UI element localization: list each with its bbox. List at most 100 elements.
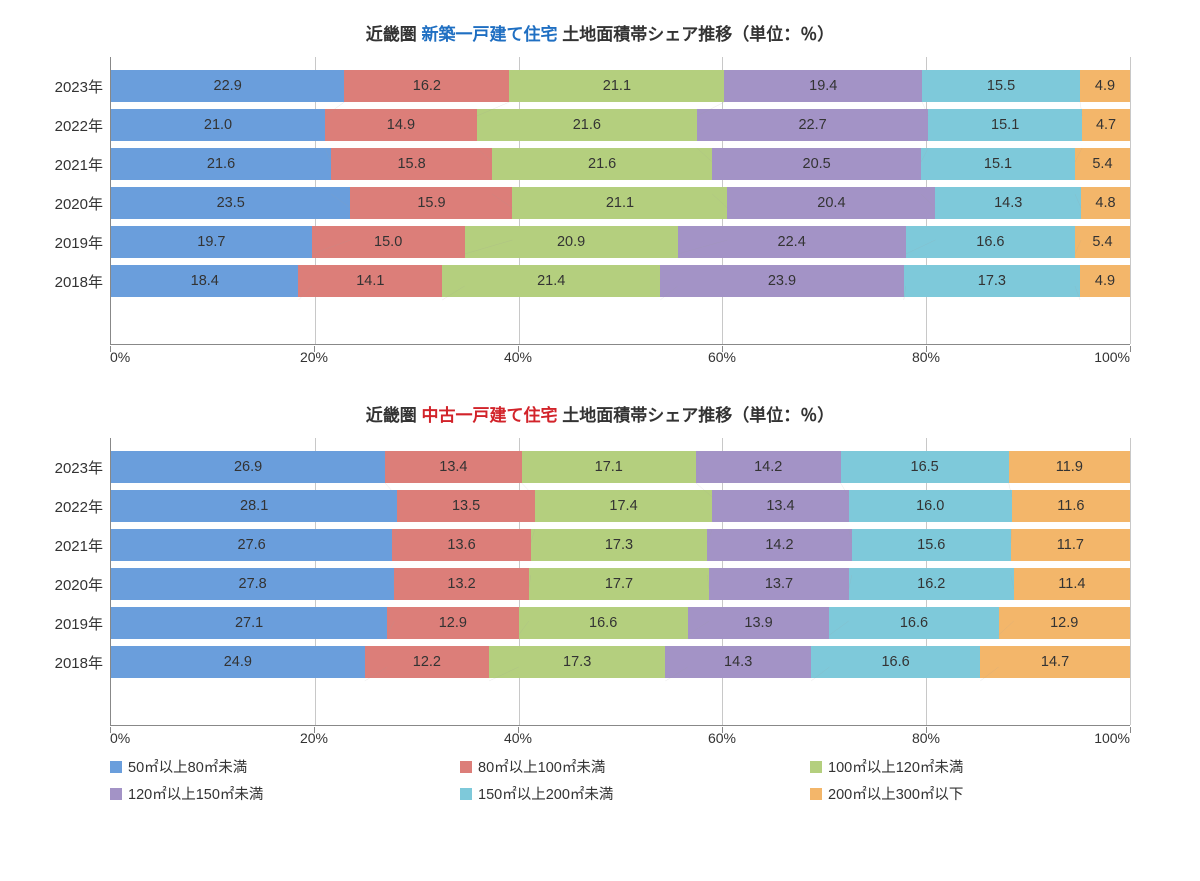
segment-value: 20.9 bbox=[557, 234, 585, 250]
bar-segment: 22.9 bbox=[111, 70, 344, 102]
bar-segment: 15.0 bbox=[312, 226, 465, 258]
bar-segment: 13.4 bbox=[385, 451, 522, 483]
bar-segment: 21.0 bbox=[111, 109, 325, 141]
bar-segment: 14.2 bbox=[707, 529, 852, 561]
segment-value: 11.9 bbox=[1056, 459, 1083, 475]
chart-new: 近畿圏 新築一戸建て住宅 土地面積帯シェア推移（単位：％） 2023年 22.9 16… bbox=[30, 20, 1170, 371]
segment-value: 16.2 bbox=[917, 576, 945, 592]
segment-value: 4.9 bbox=[1095, 273, 1115, 289]
bar-segment: 16.0 bbox=[849, 490, 1012, 522]
bar-segment: 17.3 bbox=[531, 529, 707, 561]
bar-segment: 5.4 bbox=[1075, 226, 1130, 258]
segment-value: 17.3 bbox=[563, 654, 591, 670]
segment-value: 15.8 bbox=[397, 156, 425, 172]
segment-value: 15.6 bbox=[917, 537, 945, 553]
bar-segment: 14.7 bbox=[980, 646, 1130, 678]
segment-value: 20.5 bbox=[803, 156, 831, 172]
bar-wrap: 23.515.921.120.414.34.8 bbox=[111, 187, 1130, 219]
y-axis-label: 2018年 bbox=[31, 271, 103, 292]
x-axis: 0%20%40%60%80%100% bbox=[110, 728, 1130, 752]
x-axis-tick: 100% bbox=[1094, 349, 1130, 365]
bar-segment: 19.4 bbox=[724, 70, 922, 102]
segment-value: 12.9 bbox=[439, 615, 467, 631]
x-axis-tick: 0% bbox=[110, 730, 130, 746]
bar-segment: 15.1 bbox=[928, 109, 1082, 141]
bar-segment: 11.7 bbox=[1011, 529, 1130, 561]
bar-wrap: 18.414.121.423.917.34.9 bbox=[111, 265, 1130, 297]
segment-value: 18.4 bbox=[191, 273, 219, 289]
bar-wrap: 22.9 16.2 21.1 19.4 15.5 4.9 bbox=[111, 70, 1130, 102]
x-axis-tick: 20% bbox=[300, 730, 328, 746]
segment-value: 17.4 bbox=[609, 498, 637, 514]
bar-segment: 11.9 bbox=[1009, 451, 1130, 483]
plot-area: 2023年22.916.221.119.415.54.92022年21.014.… bbox=[110, 57, 1130, 345]
segment-value: 27.6 bbox=[238, 537, 266, 553]
segment-value: 17.3 bbox=[978, 273, 1006, 289]
bar-row: 2023年22.916.221.119.415.54.9 bbox=[111, 70, 1130, 102]
bar-segment: 17.3 bbox=[904, 265, 1080, 297]
bar-segment: 14.1 bbox=[298, 265, 442, 297]
segment-value: 15.9 bbox=[417, 195, 445, 211]
bar-segment: 4.9 bbox=[1080, 265, 1130, 297]
bar-segment: 14.3 bbox=[935, 187, 1081, 219]
segment-value: 13.7 bbox=[765, 576, 793, 592]
legend-item: 200㎡以上300㎡以下 bbox=[810, 783, 1130, 804]
segment-value: 11.7 bbox=[1057, 537, 1084, 553]
bar-segment: 13.4 bbox=[712, 490, 849, 522]
bar-segment: 22.7 bbox=[697, 109, 928, 141]
x-axis-tick: 80% bbox=[912, 730, 940, 746]
legend-item: 150㎡以上200㎡未満 bbox=[460, 783, 780, 804]
segment-value: 21.6 bbox=[207, 156, 235, 172]
bar-wrap: 27.813.217.713.716.211.4 bbox=[111, 568, 1130, 600]
segment-value: 22.7 bbox=[798, 117, 826, 133]
segment-value: 16.2 bbox=[413, 78, 441, 94]
segment-value: 14.3 bbox=[724, 654, 752, 670]
segment-value: 21.6 bbox=[588, 156, 616, 172]
segment-value: 15.5 bbox=[987, 78, 1015, 94]
segment-value: 24.9 bbox=[224, 654, 252, 670]
segment-value: 13.6 bbox=[447, 537, 475, 553]
chart-title: 近畿圏 新築一戸建て住宅 土地面積帯シェア推移（単位：％） bbox=[30, 20, 1170, 45]
x-axis-tick: 40% bbox=[504, 349, 532, 365]
segment-value: 23.9 bbox=[768, 273, 796, 289]
bar-segment: 17.1 bbox=[522, 451, 696, 483]
x-axis: 0%20%40%60%80%100% bbox=[110, 347, 1130, 371]
legend-swatch bbox=[460, 761, 472, 773]
bar-wrap: 26.913.417.114.216.511.9 bbox=[111, 451, 1130, 483]
bar-segment: 12.9 bbox=[387, 607, 518, 639]
segment-value: 27.8 bbox=[239, 576, 267, 592]
segment-value: 15.0 bbox=[374, 234, 402, 250]
bar-segment: 18.4 bbox=[111, 265, 298, 297]
segment-value: 17.1 bbox=[595, 459, 623, 475]
bar-segment: 4.8 bbox=[1081, 187, 1130, 219]
legend-item: 100㎡以上120㎡未満 bbox=[810, 756, 1130, 777]
bar-segment: 28.1 bbox=[111, 490, 397, 522]
segment-value: 27.1 bbox=[235, 615, 263, 631]
legend-item: 120㎡以上150㎡未満 bbox=[110, 783, 430, 804]
chart-area: 2023年26.913.417.114.216.511.92022年28.113… bbox=[110, 438, 1130, 752]
bar-segment: 19.7 bbox=[111, 226, 312, 258]
chart-area: 2023年22.916.221.119.415.54.92022年21.014.… bbox=[110, 57, 1130, 371]
bar-segment: 14.9 bbox=[325, 109, 477, 141]
segment-value: 12.2 bbox=[413, 654, 441, 670]
x-axis-tick: 100% bbox=[1094, 730, 1130, 746]
bar-segment: 16.2 bbox=[849, 568, 1014, 600]
legend-swatch bbox=[460, 788, 472, 800]
segment-value: 21.1 bbox=[603, 78, 631, 94]
bar-segment: 22.4 bbox=[678, 226, 906, 258]
bar-row: 2021年27.613.617.314.215.611.7 bbox=[111, 529, 1130, 561]
gridline bbox=[1130, 57, 1131, 344]
y-axis-label: 2023年 bbox=[31, 76, 103, 97]
bar-segment: 15.6 bbox=[852, 529, 1011, 561]
segment-value: 20.4 bbox=[817, 195, 845, 211]
title-part: 新築一戸建て住宅 bbox=[422, 25, 558, 44]
legend: 50㎡以上80㎡未満80㎡以上100㎡未満100㎡以上120㎡未満120㎡以上1… bbox=[110, 756, 1130, 804]
y-axis-label: 2023年 bbox=[31, 457, 103, 478]
bar-segment: 26.9 bbox=[111, 451, 385, 483]
bar-segment: 4.9 bbox=[1080, 70, 1130, 102]
bar-segment: 15.5 bbox=[922, 70, 1080, 102]
bar-segment: 21.6 bbox=[111, 148, 331, 180]
segment-value: 14.2 bbox=[754, 459, 782, 475]
bar-wrap: 27.112.916.613.916.612.9 bbox=[111, 607, 1130, 639]
bar-segment: 13.7 bbox=[709, 568, 849, 600]
